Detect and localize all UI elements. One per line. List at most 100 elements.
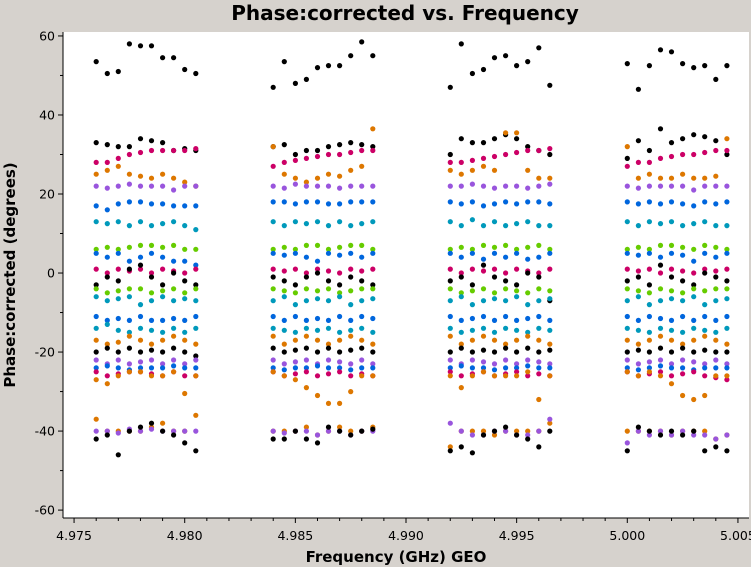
data-point — [624, 298, 630, 304]
data-point — [137, 325, 144, 331]
data-point — [447, 278, 453, 284]
data-point — [171, 175, 177, 181]
data-point — [337, 270, 343, 276]
data-point — [325, 371, 332, 377]
data-point — [303, 147, 309, 154]
data-point — [503, 428, 509, 434]
data-point — [503, 53, 509, 59]
data-point — [691, 151, 697, 158]
data-point — [115, 327, 121, 333]
data-point — [348, 347, 354, 353]
data-point — [724, 341, 730, 347]
data-point — [292, 365, 298, 371]
data-point — [547, 428, 553, 434]
data-point — [115, 163, 121, 169]
data-point — [480, 155, 487, 161]
data-point — [547, 151, 553, 158]
data-point — [171, 286, 177, 292]
data-point — [491, 367, 498, 373]
data-point — [193, 183, 199, 189]
data-point — [525, 369, 531, 375]
data-point — [458, 270, 464, 276]
data-point — [503, 130, 509, 136]
data-point — [292, 219, 298, 225]
data-point — [724, 432, 730, 438]
data-point — [160, 55, 166, 61]
data-point — [547, 416, 553, 422]
data-point — [514, 337, 520, 343]
data-point — [458, 159, 464, 165]
data-point — [93, 219, 99, 225]
data-point — [137, 173, 144, 179]
data-point — [171, 298, 177, 304]
data-point — [104, 167, 110, 173]
data-point — [724, 313, 730, 320]
data-point — [469, 450, 475, 456]
data-point — [137, 337, 144, 343]
data-point — [657, 47, 664, 53]
data-point — [126, 333, 132, 339]
data-point — [525, 256, 531, 262]
data-point — [115, 68, 121, 75]
data-point — [292, 151, 298, 158]
data-point — [713, 274, 719, 280]
data-point — [458, 363, 464, 369]
data-point — [680, 392, 686, 399]
data-point — [646, 302, 653, 308]
data-point — [303, 333, 309, 339]
data-point — [635, 201, 642, 207]
data-point — [160, 373, 166, 379]
data-point — [137, 286, 144, 292]
data-point — [713, 76, 719, 82]
data-point — [469, 157, 475, 163]
data-point — [514, 349, 520, 355]
data-point — [657, 183, 664, 189]
data-point — [160, 244, 166, 250]
data-point — [314, 440, 321, 446]
data-point — [447, 325, 453, 331]
data-point — [93, 416, 99, 422]
data-point — [348, 183, 354, 189]
data-point — [193, 227, 199, 233]
data-point — [713, 444, 719, 450]
data-point — [635, 428, 642, 434]
data-point — [668, 361, 675, 367]
data-point — [624, 144, 630, 150]
data-point — [657, 357, 664, 363]
data-point — [160, 254, 166, 260]
data-point — [624, 365, 630, 371]
data-point — [691, 294, 697, 300]
data-point — [115, 373, 121, 379]
data-point — [182, 183, 188, 189]
data-point — [281, 361, 287, 367]
data-point — [491, 153, 498, 160]
data-point — [680, 371, 686, 377]
data-point — [337, 349, 343, 355]
data-point — [547, 341, 553, 347]
data-point — [668, 266, 675, 272]
x-tick-label: 5.005 — [720, 528, 751, 543]
data-point — [303, 298, 309, 304]
data-point — [657, 126, 664, 132]
data-point — [325, 246, 332, 252]
data-point — [491, 361, 498, 367]
data-point — [314, 65, 321, 71]
data-point — [160, 147, 166, 154]
data-point — [348, 149, 354, 156]
data-point — [160, 420, 166, 426]
data-point — [536, 428, 542, 434]
data-point — [668, 183, 675, 189]
data-point — [724, 365, 730, 371]
data-point — [337, 329, 343, 335]
data-point — [646, 290, 653, 296]
data-point — [547, 246, 553, 252]
data-point — [691, 317, 697, 323]
data-point — [702, 175, 708, 181]
data-point — [126, 294, 132, 300]
data-point — [514, 130, 520, 136]
data-point — [193, 313, 199, 320]
data-point — [115, 357, 121, 363]
data-point — [314, 199, 321, 205]
data-point — [281, 159, 287, 165]
